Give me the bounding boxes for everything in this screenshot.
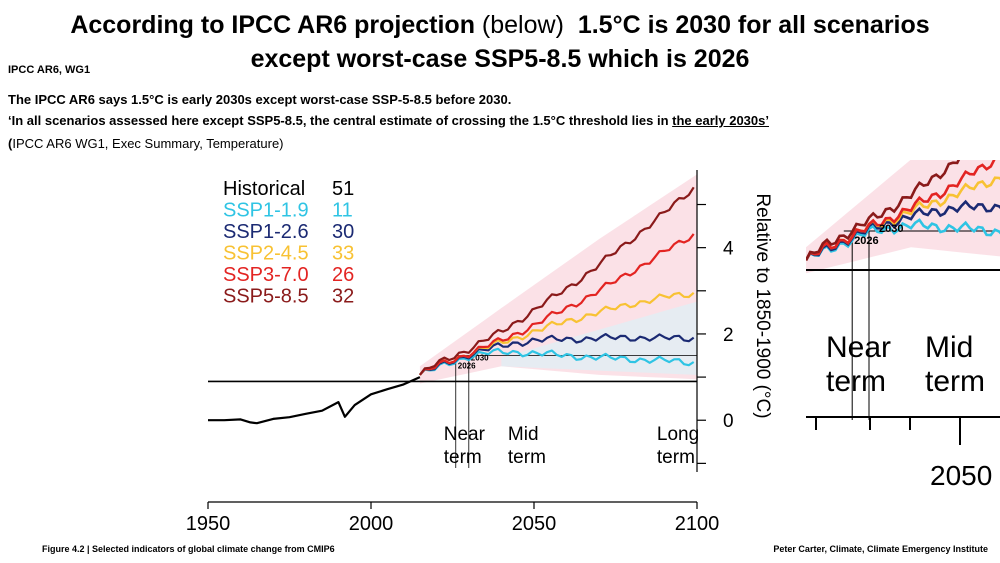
- legend-count: 11: [332, 200, 353, 222]
- citation-text: IPCC AR6 WG1, Exec Summary, Temperature): [12, 136, 284, 151]
- legend-count: 51: [332, 178, 354, 200]
- x-tick-label: 2100: [675, 513, 720, 535]
- title-bold: According to IPCC AR6 projection: [70, 11, 475, 39]
- series-line-ssp3-7-0: [419, 233, 695, 376]
- page-subtitle: except worst-case SSP5-8.5 which is 2026: [250, 45, 750, 73]
- inset-series-ssp1-2-6: [806, 199, 1000, 261]
- x-tick-label: 1950: [186, 513, 231, 535]
- legend-name: SSP1-2.6: [223, 221, 309, 243]
- legend-name: SSP2-4.5: [223, 243, 309, 265]
- inset-term-label-2: term: [925, 365, 985, 398]
- quote-text: ‘In all scenarios assessed here except S…: [8, 113, 673, 128]
- body-line-3: (IPCC AR6 WG1, Exec Summary, Temperature…: [8, 136, 284, 151]
- y-axis-label: Relative to 1850-1900 (°C): [752, 193, 773, 418]
- credit-text: Peter Carter, Climate, Climate Emergency…: [773, 544, 988, 554]
- x-tick-label: 2000: [349, 513, 394, 535]
- page-title: According to IPCC AR6 projection (below)…: [0, 10, 1000, 40]
- period-label-line1: Near: [444, 424, 486, 445]
- quote-underlined: the early 2030s’: [672, 113, 769, 128]
- series-line-historical: [208, 376, 421, 425]
- period-label-line2: term: [657, 447, 695, 468]
- inset-series-ssp1-1-9: [806, 218, 1000, 261]
- legend-count: 33: [332, 243, 354, 265]
- series-line-ssp1-1-9: [419, 347, 695, 376]
- period-label-line2: term: [508, 447, 546, 468]
- y-tick-label: 2: [723, 325, 734, 346]
- paren-open: (: [8, 136, 13, 151]
- period-label-line1: Long: [657, 424, 699, 445]
- period-label-line1: Mid: [508, 424, 539, 445]
- legend-name: SSP5-8.5: [223, 286, 309, 308]
- legend-count: 32: [332, 286, 354, 308]
- inset-annotation-2030: 2030: [879, 223, 903, 235]
- inset-annotation-2026: 2026: [854, 235, 878, 247]
- legend-count: 30: [332, 221, 354, 243]
- x-tick-label: 2050: [512, 513, 557, 535]
- body-line-2: ‘In all scenarios assessed here except S…: [8, 113, 769, 128]
- series-line-ssp1-2-6: [419, 333, 695, 376]
- annotation-2026: 2026: [458, 362, 476, 371]
- inset-near-label: Near: [826, 331, 891, 364]
- title-bold-2: 1.5°C is 2030 for all scenarios: [577, 11, 930, 39]
- source-tag: IPCC AR6, WG1: [8, 64, 91, 76]
- inset-term-label-1: term: [826, 365, 886, 398]
- inset-year-label: 2050: [930, 460, 992, 491]
- legend-name: SSP3-7.0: [223, 264, 309, 286]
- legend-name: SSP1-1.9: [223, 200, 309, 222]
- title-paren: (below): [481, 11, 564, 39]
- body-line-1: The IPCC AR6 says 1.5°C is early 2030s e…: [8, 92, 512, 107]
- figure-caption: Figure 4.2 | Selected indicators of glob…: [42, 544, 335, 554]
- main-chart: 0 2 4 Relative to 1850-1900 (°C) 1950 2000 205…: [186, 170, 773, 535]
- y-tick-label: 0: [723, 411, 734, 432]
- inset-series-ssp5-8-5: [806, 160, 961, 261]
- series-line-ssp5-8-5: [419, 186, 695, 376]
- legend-count: 26: [332, 264, 354, 286]
- inset-mid-label: Mid: [925, 331, 973, 364]
- annotation-2030: 2030: [471, 354, 489, 363]
- period-label-line2: term: [444, 447, 482, 468]
- y-tick-label: 4: [723, 239, 734, 260]
- legend-name: Historical: [223, 178, 305, 200]
- inset-series-ssp3-7-0: [806, 160, 996, 261]
